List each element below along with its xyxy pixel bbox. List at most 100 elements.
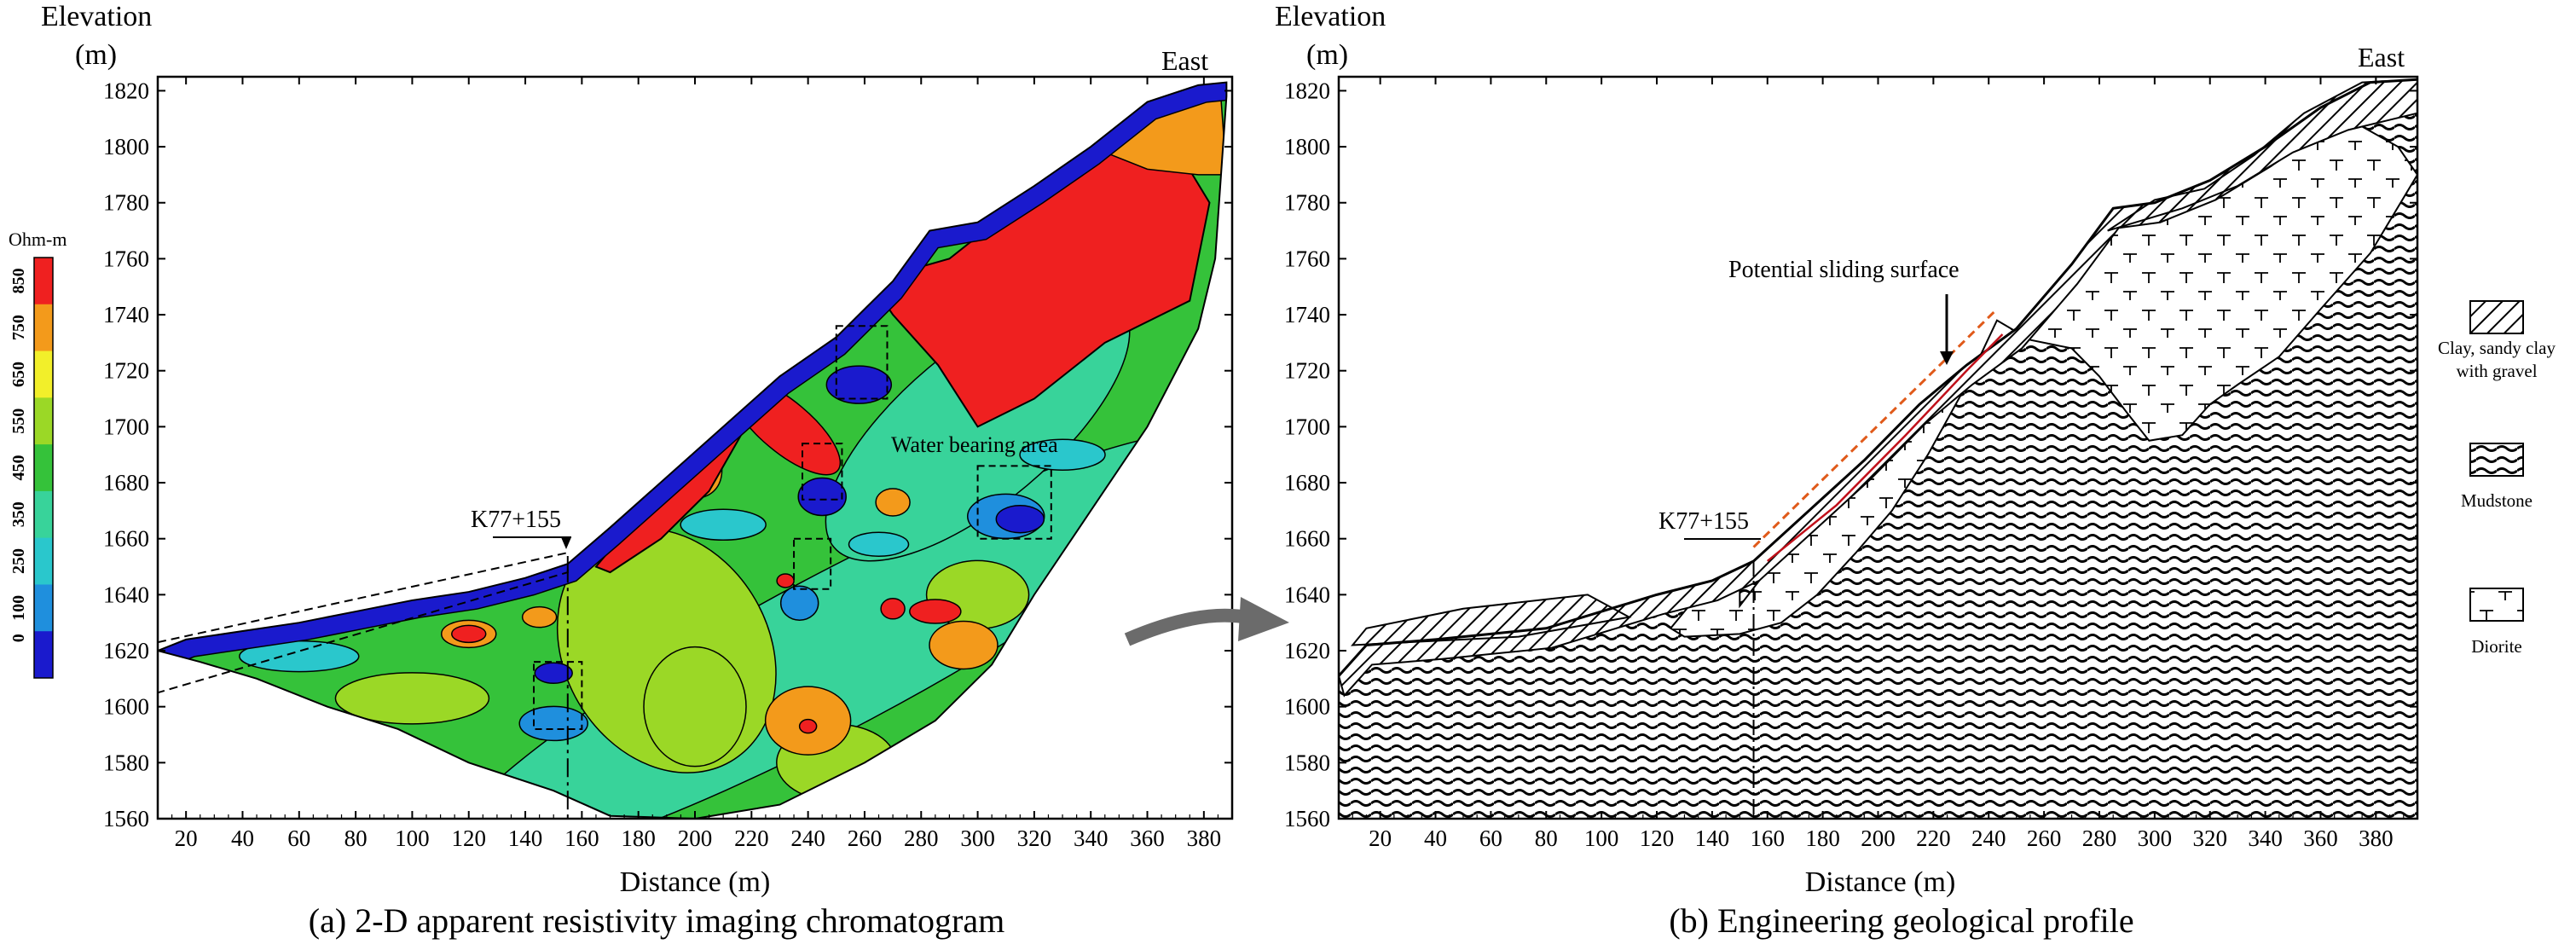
- resistivity-zone: [316, 717, 339, 730]
- legend-swatch-diorite: [2469, 588, 2524, 622]
- b-x-tick-label: 160: [1751, 825, 1786, 851]
- legend-label-clay-2: with gravel: [2456, 361, 2537, 381]
- colorbar-tick-label: 250: [9, 548, 28, 574]
- b-x-tick-label: 280: [2082, 825, 2117, 851]
- resistivity-zone: [995, 504, 1045, 534]
- a-y-tick-label: 1700: [103, 414, 149, 439]
- resistivity-zone: [848, 531, 910, 558]
- ground-surface-b: [1339, 78, 2417, 677]
- a-y-tick-label: 1820: [103, 78, 149, 103]
- a-x-tick-label: 160: [564, 825, 599, 851]
- potential-sliding-surface: [1752, 308, 1999, 548]
- annotations-a: K77+155 Water bearing area: [471, 432, 1058, 549]
- resistivity-zone: [450, 624, 487, 644]
- a-y-tick-label: 1740: [103, 302, 149, 327]
- station-label-a: K77+155: [471, 507, 561, 533]
- a-x-tick-label: 120: [451, 825, 486, 851]
- colorbar: 0 100 250 350 450 550 650 750 850: [9, 257, 54, 679]
- b-x-tick-label: 240: [1971, 825, 2006, 851]
- direction-label-b: East: [2358, 42, 2405, 72]
- direction-label-a: East: [1161, 45, 1208, 76]
- y-axis-label-b: Elevation: [1275, 1, 1386, 32]
- a-x-tick-label: 280: [904, 825, 939, 851]
- a-y-tick-label: 1640: [103, 582, 149, 607]
- water-bearing-box: [802, 443, 843, 501]
- resistivity-zone: [929, 620, 999, 670]
- colorbar-swatch: [34, 258, 53, 305]
- resistivity-zone: [1019, 438, 1106, 471]
- a-y-tick-label: 1580: [103, 750, 149, 775]
- clay-deposit: [2107, 78, 2417, 232]
- b-x-tick-label: 180: [1805, 825, 1840, 851]
- legend-label-diorite: Diorite: [2471, 636, 2521, 657]
- b-x-tick-label: 60: [1479, 825, 1502, 851]
- b-x-tick-label: 300: [2138, 825, 2173, 851]
- b-x-tick-label: 20: [1369, 825, 1392, 851]
- transition-arrow-head: [1238, 597, 1289, 641]
- clay-deposit: [1351, 594, 1632, 646]
- axes-a: 20 40 60 80 100 120 140 160 180 200 220 240 260 280 30…: [103, 77, 1233, 851]
- colorbar-tick-label: 100: [9, 595, 28, 621]
- resistivity-zone: [521, 605, 558, 629]
- legend-swatch-mudstone: [2469, 443, 2524, 477]
- a-x-tick-label: 360: [1130, 825, 1165, 851]
- b-y-tick-label: 1680: [1284, 470, 1330, 495]
- colorbar-swatch: [34, 350, 53, 398]
- legend-label-mudstone: Mudstone: [2461, 490, 2533, 511]
- colorbar-swatch: [34, 397, 53, 445]
- b-x-tick-label: 200: [1861, 825, 1896, 851]
- resistivity-zone: [534, 662, 573, 685]
- x-axis-label-b: Distance (m): [1805, 866, 1956, 898]
- resistivity-zone: [880, 598, 906, 620]
- colorbar-tick-label: 350: [9, 501, 28, 527]
- water-bearing-box: [976, 465, 1052, 540]
- a-y-tick-label: 1720: [103, 358, 149, 384]
- a-y-tick-label: 1660: [103, 526, 149, 552]
- colluvium-outline: [158, 551, 569, 694]
- a-y-tick-label: 1680: [103, 470, 149, 495]
- b-y-tick-label: 1640: [1284, 582, 1330, 607]
- resistivity-zone: [334, 672, 490, 725]
- colorbar-tick-label: 450: [9, 455, 28, 481]
- resistivity-zone: [875, 488, 911, 517]
- colorbar-swatch: [34, 490, 53, 539]
- resistivity-zone: [825, 365, 893, 404]
- b-y-tick-label: 1580: [1284, 750, 1330, 775]
- axes-b: 20 40 60 80 100 120 140 160 180 200 220 240 260 280 30…: [1284, 77, 2418, 851]
- colorbar-swatch: [34, 584, 53, 632]
- b-x-tick-label: 360: [2303, 825, 2338, 851]
- a-x-tick-label: 140: [508, 825, 543, 851]
- a-x-tick-label: 200: [678, 825, 713, 851]
- section-outline: [158, 81, 1228, 819]
- a-x-tick-label: 380: [1187, 825, 1222, 851]
- b-y-tick-label: 1740: [1284, 302, 1330, 327]
- sliding-surface-label: Potential sliding surface: [1728, 257, 1959, 283]
- a-y-tick-label: 1620: [103, 638, 149, 663]
- resistivity-zone: [779, 585, 819, 621]
- resistivity-zone: [303, 710, 352, 732]
- a-x-tick-label: 260: [848, 825, 883, 851]
- water-bearing-box: [835, 325, 889, 400]
- resistivity-zone: [680, 508, 767, 542]
- legend-swatch-clay: [2469, 300, 2524, 334]
- panel-a: 20 40 60 80 100 120 140 160 180 200 220 240 260 280 30…: [9, 1, 1234, 940]
- panel-b: 20 40 60 80 100 120 140 160 180 200 220 240 260 280 30…: [1275, 1, 2556, 940]
- a-y-tick-label: 1560: [103, 806, 149, 831]
- b-x-tick-label: 120: [1640, 825, 1675, 851]
- a-x-tick-label: 20: [175, 825, 198, 851]
- y-axis-unit-a: (m): [75, 39, 117, 71]
- b-x-tick-label: 100: [1584, 825, 1619, 851]
- colorbar-tick-label: 0: [9, 634, 28, 642]
- colorbar-swatch: [34, 444, 53, 492]
- resistivity-zone: [1079, 629, 1132, 672]
- sliding-surface-trace: [1766, 333, 2004, 562]
- resistivity-zones: [158, 82, 1227, 819]
- water-bearing-label: Water bearing area: [891, 432, 1058, 457]
- geology-profile: [1339, 78, 2417, 819]
- a-x-tick-label: 300: [960, 825, 995, 851]
- colorbar-tick-label: 750: [9, 315, 28, 340]
- x-axis-label-a: Distance (m): [620, 866, 771, 898]
- colorbar-tick-label: 650: [9, 362, 28, 387]
- b-x-tick-label: 140: [1695, 825, 1730, 851]
- colorbar-swatch: [34, 537, 53, 585]
